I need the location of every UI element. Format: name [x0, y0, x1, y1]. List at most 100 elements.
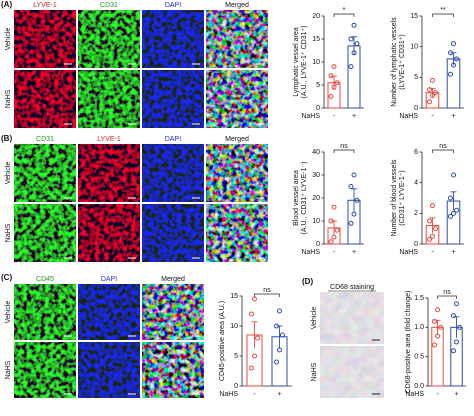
data-point	[351, 172, 357, 178]
y-tick-label: 15	[230, 293, 238, 300]
micrograph	[14, 10, 76, 68]
data-point	[451, 210, 456, 216]
data-point	[328, 94, 334, 99]
x-axis-label: NaHS	[301, 113, 320, 120]
data-point	[249, 365, 254, 371]
significance-bracket	[437, 295, 457, 299]
x-axis-label: NaHS	[219, 391, 238, 398]
row-label: Vehicle	[5, 28, 12, 51]
significance-label: **	[440, 7, 446, 14]
data-point	[448, 71, 453, 77]
data-point	[351, 50, 357, 56]
data-point	[328, 218, 334, 224]
data-point	[430, 233, 435, 239]
data-point	[249, 311, 254, 317]
column-header: CD31	[36, 136, 54, 143]
data-point	[351, 211, 357, 217]
bar	[446, 58, 461, 109]
x-tick-label: +	[454, 391, 458, 398]
row-label: Vehicle	[311, 307, 318, 330]
data-point	[454, 339, 459, 345]
micrograph	[142, 204, 204, 262]
column-header: Merged	[225, 2, 249, 9]
x-axis-label: NaHS	[301, 249, 320, 256]
significance-label: ns	[263, 287, 271, 294]
x-tick-label: -	[431, 249, 434, 256]
micrograph	[206, 70, 268, 128]
significance-label: *	[343, 7, 346, 14]
data-point	[451, 62, 456, 68]
column-header: CD45	[36, 276, 54, 283]
y-axis-label: (A.U., LYVE-1⁺ CD31⁺)	[301, 25, 308, 98]
data-point	[438, 324, 443, 330]
y-axis-label: CD45-positive area (A.U.)	[219, 301, 226, 381]
data-point	[351, 22, 357, 28]
micrograph	[320, 346, 384, 398]
data-point	[430, 203, 435, 209]
y-tick-label: 0	[414, 105, 418, 112]
data-point	[427, 236, 432, 242]
y-tick-label: 4	[414, 180, 418, 187]
bar	[431, 326, 444, 387]
micrograph	[142, 342, 204, 398]
micrograph	[142, 144, 204, 202]
panel-label: (D)	[302, 277, 313, 286]
y-tick-label: 0	[234, 383, 238, 390]
panel-label: (B)	[1, 134, 12, 143]
y-tick-label: 15	[312, 36, 320, 43]
micrograph	[14, 70, 76, 128]
data-point	[252, 296, 257, 302]
micrograph	[14, 144, 76, 202]
y-tick-label: 20	[312, 13, 320, 20]
row-label: Vehicle	[5, 162, 12, 185]
panel-label: (C)	[1, 273, 12, 282]
data-point	[432, 342, 437, 348]
micrograph	[14, 204, 76, 262]
y-tick-label: 6	[414, 149, 418, 156]
y-axis-label: CD68-positive area (fold change)	[405, 291, 412, 394]
y-tick-label: 0.0	[414, 383, 424, 390]
row-label: Vehicle	[5, 301, 12, 324]
data-point	[448, 195, 453, 201]
significance-bracket	[432, 149, 454, 153]
y-tick-label: 30	[312, 172, 320, 179]
y-tick-label: 10	[230, 323, 238, 330]
y-axis-label: Number of blood vessels	[391, 159, 398, 237]
micrograph	[78, 284, 140, 340]
micrograph	[14, 342, 76, 398]
y-axis-label: Blood vessel area	[293, 170, 300, 226]
data-point	[430, 93, 435, 99]
x-axis-label: NaHS	[405, 391, 424, 398]
significance-label: ns	[443, 289, 451, 296]
column-header: CD68 staining	[330, 284, 374, 291]
y-tick-label: 0.5	[414, 354, 424, 361]
y-tick-label: 40	[312, 149, 320, 156]
x-axis-label: NaHS	[399, 113, 418, 120]
micrograph	[142, 284, 204, 340]
micrograph	[78, 144, 140, 202]
data-point	[433, 90, 438, 96]
data-point	[274, 359, 279, 365]
data-point	[280, 332, 285, 338]
y-axis-label: (CD31⁺ LYVE-1⁻)	[399, 170, 406, 226]
y-tick-label: 10	[312, 218, 320, 225]
micrograph	[78, 342, 140, 398]
data-point	[451, 172, 456, 178]
data-point	[331, 84, 337, 90]
y-tick-label: 2	[414, 210, 418, 217]
data-point	[451, 41, 456, 47]
data-point	[334, 80, 340, 86]
column-header: LYVE-1	[97, 136, 121, 143]
y-tick-label: 20	[312, 195, 320, 202]
row-label: NaHS	[5, 223, 12, 242]
row-label: NaHS	[311, 362, 318, 381]
y-axis-label: Number of lymphatic vessels	[391, 17, 398, 107]
data-point	[331, 64, 337, 70]
row-label: NaHS	[5, 89, 12, 108]
x-tick-label: -	[333, 249, 336, 256]
data-point	[354, 197, 360, 203]
data-point	[252, 353, 257, 359]
micrograph	[206, 204, 268, 262]
significance-bracket	[254, 293, 280, 297]
micrograph	[320, 292, 384, 344]
